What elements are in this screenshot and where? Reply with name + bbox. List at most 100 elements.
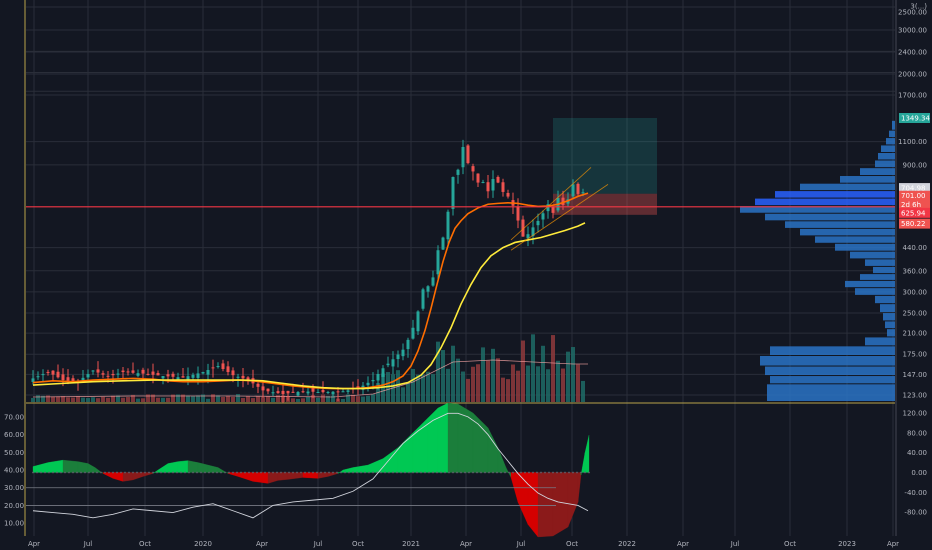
zero-dot bbox=[204, 471, 206, 474]
zero-dot bbox=[116, 471, 118, 474]
candle-body bbox=[446, 211, 450, 240]
candle-body bbox=[516, 206, 520, 221]
zero-dot bbox=[272, 471, 274, 474]
zero-dot bbox=[240, 471, 242, 474]
candle-body bbox=[261, 386, 265, 391]
candle-body bbox=[246, 377, 250, 381]
candle-body bbox=[116, 373, 120, 375]
candle-body bbox=[476, 173, 480, 183]
volume-bar bbox=[576, 364, 580, 402]
candle-body bbox=[366, 382, 370, 386]
zero-dot bbox=[76, 471, 78, 474]
price-label-bg bbox=[899, 218, 930, 229]
candle-body bbox=[346, 390, 350, 392]
volume-bar bbox=[221, 396, 225, 402]
moving-average-orange bbox=[32, 192, 589, 390]
candle-body bbox=[86, 374, 90, 378]
oscillator-histogram bbox=[177, 460, 189, 473]
candle-body bbox=[266, 388, 270, 392]
volume-bar bbox=[321, 394, 325, 402]
zero-dot bbox=[532, 471, 534, 474]
volume-bar bbox=[61, 396, 65, 402]
candle-body bbox=[326, 391, 330, 393]
zero-dot bbox=[416, 471, 418, 474]
volume-bar bbox=[36, 395, 40, 402]
volume-bar bbox=[296, 398, 300, 402]
zero-dot bbox=[568, 471, 570, 474]
target-zone bbox=[553, 118, 657, 194]
volume-bar bbox=[506, 379, 510, 402]
volume-profile-bar bbox=[873, 266, 895, 274]
volume-bar bbox=[331, 395, 335, 402]
zero-dot bbox=[220, 471, 222, 474]
oscillator-histogram bbox=[62, 459, 79, 473]
oscillator-right-tick: 120.00 bbox=[903, 409, 928, 417]
volume-bar bbox=[176, 394, 180, 402]
long-position-tool[interactable] bbox=[553, 118, 657, 215]
volume-bar bbox=[431, 374, 435, 402]
price-tick-label: 3000.00 bbox=[898, 27, 927, 35]
volume-profile-bar bbox=[855, 288, 895, 295]
zero-dot bbox=[104, 471, 106, 474]
channel-line-lower bbox=[510, 184, 609, 251]
zero-dot bbox=[456, 471, 458, 474]
volume-bar bbox=[371, 394, 375, 402]
volume-bar bbox=[71, 397, 75, 402]
candle-body bbox=[416, 311, 420, 332]
volume-bar bbox=[556, 360, 560, 402]
zero-dot bbox=[588, 471, 590, 474]
zero-dot bbox=[368, 471, 370, 474]
time-tick-label: 2020 bbox=[194, 540, 212, 548]
price-tick-label: 440.00 bbox=[903, 244, 928, 252]
volume-profile-bar bbox=[875, 295, 895, 304]
oscillator-right-tick: -40.00 bbox=[904, 489, 927, 497]
zero-dot bbox=[324, 471, 326, 474]
oscillator-left-tick: 50.00 bbox=[4, 449, 24, 457]
zero-dot bbox=[340, 471, 342, 474]
zero-dot bbox=[180, 471, 182, 474]
candle-body bbox=[356, 386, 360, 389]
zero-dot bbox=[356, 471, 358, 474]
volume-bar bbox=[141, 398, 145, 402]
candle-body bbox=[106, 375, 110, 377]
zero-dot bbox=[412, 471, 414, 474]
zero-dot bbox=[224, 471, 226, 474]
price-tick-label: 123.00 bbox=[903, 392, 928, 400]
zero-dot bbox=[260, 471, 262, 474]
candle-body bbox=[526, 234, 530, 239]
candle-body bbox=[71, 378, 75, 382]
candle-body bbox=[256, 383, 260, 387]
volume-bar bbox=[211, 394, 215, 402]
candle-body bbox=[271, 392, 275, 394]
volume-bar bbox=[266, 396, 270, 402]
price-tick-label: 300.00 bbox=[903, 288, 928, 296]
price-label: 2d 6h bbox=[901, 201, 921, 209]
oscillator-histogram bbox=[252, 472, 269, 484]
oscillator-right-tick: 0.00 bbox=[911, 469, 927, 477]
oscillator-histogram bbox=[427, 407, 439, 473]
volume-bar bbox=[151, 394, 155, 402]
zero-dot bbox=[308, 471, 310, 474]
zero-dot bbox=[136, 471, 138, 474]
volume-bar bbox=[161, 397, 165, 402]
stop-zone bbox=[553, 193, 657, 215]
volume-bar bbox=[486, 360, 490, 402]
candle-body bbox=[31, 378, 35, 382]
volume-bar bbox=[571, 347, 575, 402]
price-label-bg bbox=[899, 207, 930, 218]
price-tick-label: 2500.00 bbox=[898, 9, 927, 17]
volume-bar bbox=[441, 350, 445, 402]
zero-dot bbox=[572, 471, 574, 474]
zero-dot bbox=[296, 471, 298, 474]
moving-averages bbox=[32, 167, 609, 390]
volume-bar bbox=[191, 396, 195, 402]
volume-bar bbox=[181, 394, 185, 402]
candle-body bbox=[51, 370, 55, 375]
volume-profile-bar bbox=[885, 321, 895, 329]
volume-ma bbox=[32, 359, 588, 398]
candle-body bbox=[456, 169, 460, 175]
zero-dot bbox=[468, 471, 470, 474]
zero-dot bbox=[96, 471, 98, 474]
volume-profile-bar bbox=[740, 206, 895, 213]
